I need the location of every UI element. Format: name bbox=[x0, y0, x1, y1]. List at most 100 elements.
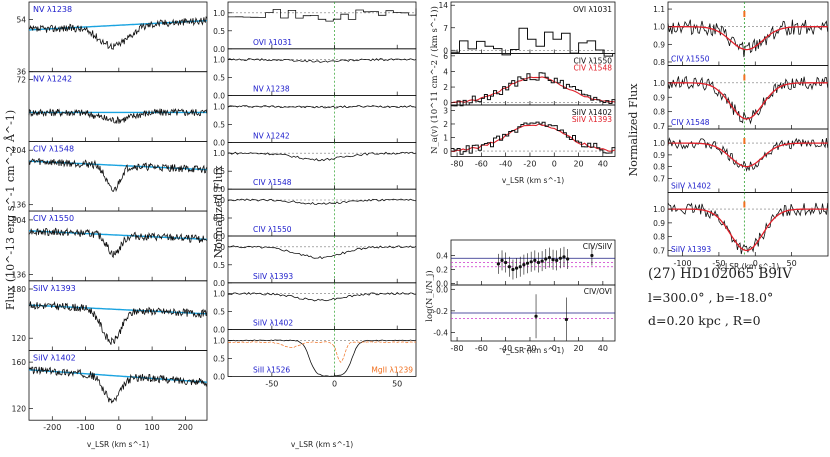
model-panel-ytick-label: 0.9 bbox=[653, 40, 665, 49]
ratio-point bbox=[518, 265, 522, 269]
model-x-axis-label: v_LSR (km s^-1) bbox=[717, 262, 779, 271]
model-fit-line bbox=[668, 26, 828, 51]
model-flux-line bbox=[667, 75, 829, 125]
ratio-point bbox=[533, 258, 537, 262]
flux-panel-label: SiIV λ1393 bbox=[33, 284, 76, 293]
ratio-panel-xtick-label: 20 bbox=[573, 344, 583, 353]
ratio-panel-xtick-label: -80 bbox=[451, 344, 464, 353]
na-panel-xtick-label: 0 bbox=[552, 160, 557, 169]
norm-panel-ytick-label: 0.0 bbox=[213, 326, 225, 335]
flux-panel-label: CIV λ1548 bbox=[33, 144, 74, 153]
ratio-point bbox=[544, 257, 548, 261]
ratio-point bbox=[547, 255, 552, 260]
model-flux-line bbox=[667, 19, 829, 58]
model-panel-ytick-label: 0.8 bbox=[653, 108, 665, 117]
norm-panel-frame bbox=[227, 329, 417, 377]
na-panel-xtick-label: -20 bbox=[523, 160, 536, 169]
flux-panel-xtick-label: 100 bbox=[144, 423, 159, 432]
norm-panel-ytick-label: 0.0 bbox=[213, 45, 225, 54]
flux-panel-xtick-label: 0 bbox=[116, 423, 121, 432]
norm-panel-label: CIV λ1548 bbox=[253, 178, 292, 187]
norm-panel-xtick-label: -50 bbox=[265, 379, 278, 388]
model-panel-ytick-label: 0.7 bbox=[653, 246, 665, 255]
model-panel-ytick-label: 0.7 bbox=[653, 174, 665, 183]
ratio-panel-ytick-label: 0.0 bbox=[436, 285, 448, 294]
na-panel-ytick-label: 2 bbox=[443, 120, 448, 129]
na-red-profile-line bbox=[450, 76, 616, 104]
ratio-panel-ytick-label: 0.0 bbox=[436, 280, 448, 289]
ratio-point bbox=[496, 262, 500, 266]
ratio-panel-ytick-label: 0.4 bbox=[436, 251, 448, 260]
model-panel-label: SiIV λ1402 bbox=[671, 182, 711, 191]
norm-panel-ytick-label: 1.0 bbox=[213, 243, 225, 252]
flux-spectrum-line bbox=[28, 227, 208, 259]
model-panel-ytick-label: 0.8 bbox=[653, 163, 665, 172]
norm-panel-ytick-label: 0.5 bbox=[213, 214, 225, 223]
distance-text: d=0.20 kpc , R=0 bbox=[648, 313, 761, 328]
flux-panel-ytick-label: 72 bbox=[16, 75, 26, 84]
ratio-panel-label: CIV/OVI bbox=[584, 287, 612, 296]
model-panel-ytick-label: 0.8 bbox=[653, 58, 665, 67]
norm-panel-ytick-label: 0.5 bbox=[213, 167, 225, 176]
flux-panel-ytick-label: 36 bbox=[16, 68, 26, 77]
ratio-point bbox=[511, 267, 515, 272]
na-panel-ytick-label: 4 bbox=[443, 67, 448, 76]
na-panel-ytick-label: 2 bbox=[443, 83, 448, 92]
na-panel-xtick-label: -80 bbox=[451, 160, 464, 169]
flux-panel-ytick-label: 136 bbox=[12, 270, 27, 279]
flux-spectrum-line bbox=[28, 107, 208, 124]
norm-panel-ytick-label: 0.5 bbox=[213, 354, 225, 363]
model-panel-xtick-label: -50 bbox=[712, 259, 725, 268]
na-panel-label: CIV λ1550 bbox=[574, 57, 613, 66]
flux-panel-ytick-label: 204 bbox=[12, 146, 27, 155]
norm-panel-ytick-label: 0.5 bbox=[213, 74, 225, 83]
model-fit-line bbox=[668, 142, 828, 168]
flux-spectrum-line bbox=[28, 157, 208, 193]
model-panel-ytick-label: 1.0 bbox=[653, 23, 665, 32]
norm-panel-label: SiIV λ1402 bbox=[253, 319, 293, 328]
norm-panel-ytick-label: 0.5 bbox=[213, 261, 225, 270]
na-panel-label: SiIV λ1402 bbox=[572, 108, 612, 117]
flux-y-axis-label: Flux (10^-13 erg s^-1 cm^-2 Å^-1) bbox=[3, 110, 17, 310]
flux-panel-label: NV λ1238 bbox=[33, 5, 72, 14]
na-panel-ytick-label: 0 bbox=[443, 99, 448, 108]
ratio-point bbox=[540, 259, 544, 263]
model-panel-ytick-label: 0.9 bbox=[653, 151, 665, 160]
mgii-overlay-label: MgII λ1239 bbox=[371, 365, 413, 374]
na-panel-label-red: SiIV λ1393 bbox=[572, 115, 612, 124]
flux-spectrum-line bbox=[28, 301, 208, 345]
ratio-point bbox=[564, 317, 569, 322]
na-panel-label-red: CIV λ1548 bbox=[574, 64, 613, 73]
norm-x-axis-label: v_LSR (km s^-1) bbox=[291, 440, 353, 449]
na-panel-frame bbox=[450, 104, 616, 157]
ratio-point bbox=[507, 265, 511, 269]
model-panel-ytick-label: 0.8 bbox=[653, 233, 665, 242]
ratio-point bbox=[504, 260, 508, 265]
na-profile-line bbox=[451, 27, 614, 57]
model-panel-label: CIV λ1548 bbox=[671, 118, 710, 127]
norm-flux-line bbox=[227, 292, 416, 302]
ratio-panel-ytick-label: 0.2 bbox=[436, 266, 448, 275]
ratio-point bbox=[558, 256, 562, 260]
ratio-panel-ytick-label: -0.2 bbox=[433, 307, 448, 316]
norm-panel-ytick-label: 0.0 bbox=[213, 232, 225, 241]
model-panel-xtick-label: -100 bbox=[673, 259, 691, 268]
norm-panel-ytick-label: 0.5 bbox=[213, 27, 225, 36]
galactic-coords-text: l=300.0° , b=-18.0° bbox=[648, 290, 774, 305]
model-panel-ytick-label: 0.9 bbox=[653, 219, 665, 228]
na-panel-xtick-label: -40 bbox=[499, 160, 512, 169]
model-panel-ytick-label: 1.0 bbox=[653, 139, 665, 148]
na-profile-line bbox=[451, 121, 616, 155]
model-panel-ytick-label: 1.0 bbox=[653, 205, 665, 214]
na-panel-xtick-label: -60 bbox=[475, 160, 488, 169]
flux-panel-xtick-label: -200 bbox=[43, 423, 61, 432]
flux-spectrum-line bbox=[28, 366, 208, 404]
norm-panel-label: SiII λ1526 bbox=[253, 365, 290, 374]
model-panel-xtick-label: 0 bbox=[753, 259, 758, 268]
flux-panel-ytick-label: 120 bbox=[12, 334, 27, 343]
norm-panel-ytick-label: 0.5 bbox=[213, 120, 225, 129]
norm-panel-xtick-label: 50 bbox=[392, 379, 402, 388]
flux-panel-ytick-label: 54 bbox=[16, 15, 26, 24]
na-panel-ytick-label: 3 bbox=[443, 106, 448, 115]
ratio-point bbox=[555, 258, 559, 262]
